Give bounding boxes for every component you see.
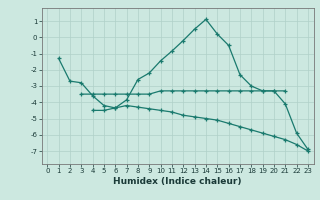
X-axis label: Humidex (Indice chaleur): Humidex (Indice chaleur): [113, 177, 242, 186]
